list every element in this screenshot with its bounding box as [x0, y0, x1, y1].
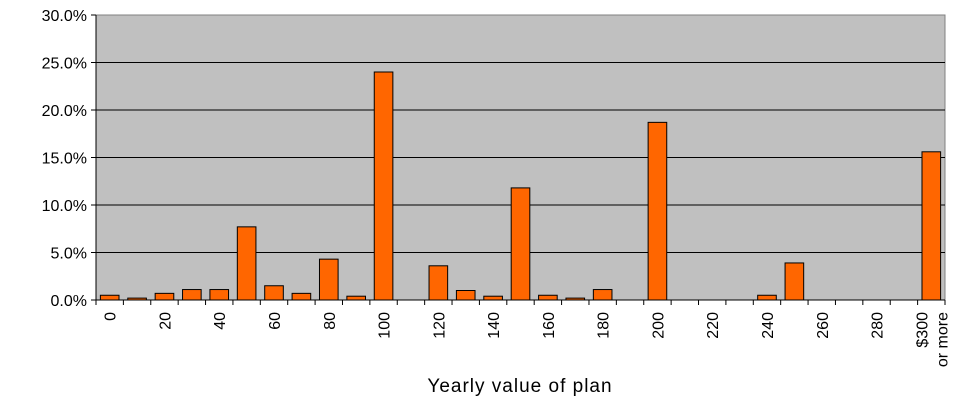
- bar: [236, 226, 257, 301]
- bar: [538, 294, 558, 301]
- x-tick-label: 120: [431, 312, 448, 339]
- x-tick-label: 40: [212, 312, 229, 330]
- x-tick-label: 180: [596, 312, 613, 339]
- x-tick-label: 280: [870, 312, 887, 339]
- bar: [455, 290, 476, 301]
- x-axis-ticks: 0 20 40 60 80 100 120 140 160 180 200 220 240 260 280 $…: [95, 300, 951, 367]
- bar: [154, 292, 175, 301]
- y-tick-label: 15.0%: [42, 151, 87, 168]
- x-tick-label: 240: [760, 312, 777, 339]
- bar: [182, 289, 202, 301]
- bar: [373, 71, 394, 301]
- x-tick-label: 60: [267, 312, 284, 330]
- x-tick-label: 80: [322, 312, 339, 330]
- x-tick-label: or more: [934, 312, 951, 367]
- x-tick-label: 100: [377, 312, 394, 339]
- x-tick-label: 140: [486, 312, 503, 339]
- x-tick-label: 0: [103, 312, 120, 321]
- x-tick-label: 20: [157, 312, 174, 330]
- x-tick-label: 260: [815, 312, 832, 339]
- bar: [510, 187, 531, 301]
- bars: [99, 71, 942, 301]
- bar: [209, 289, 230, 301]
- bar: [647, 121, 668, 301]
- bar: [346, 295, 366, 301]
- bar: [921, 151, 942, 301]
- y-tick-label: 25.0%: [42, 56, 87, 73]
- x-tick-label: 160: [541, 312, 558, 339]
- y-tick-label: 5.0%: [51, 246, 87, 263]
- bar: [757, 294, 777, 301]
- x-tick-label: 200: [650, 312, 667, 339]
- x-tick-label: 220: [705, 312, 722, 339]
- y-tick-label: 0.0%: [51, 293, 87, 310]
- y-axis-ticks: 0.0% 5.0% 10.0% 15.0% 20.0% 25.0% 30.0%: [42, 8, 945, 310]
- bar: [592, 289, 613, 301]
- y-tick-label: 30.0%: [42, 8, 87, 25]
- bar: [264, 285, 284, 301]
- y-tick-label: 20.0%: [42, 103, 87, 120]
- bar: [784, 262, 805, 301]
- bar: [291, 292, 312, 301]
- x-axis-title: Yearly value of plan: [427, 376, 612, 397]
- bar: [483, 295, 503, 301]
- bar: [428, 265, 449, 301]
- x-tick-label: $300: [914, 312, 931, 348]
- bar: [318, 258, 339, 301]
- y-tick-label: 10.0%: [42, 198, 87, 215]
- bar: [99, 294, 120, 301]
